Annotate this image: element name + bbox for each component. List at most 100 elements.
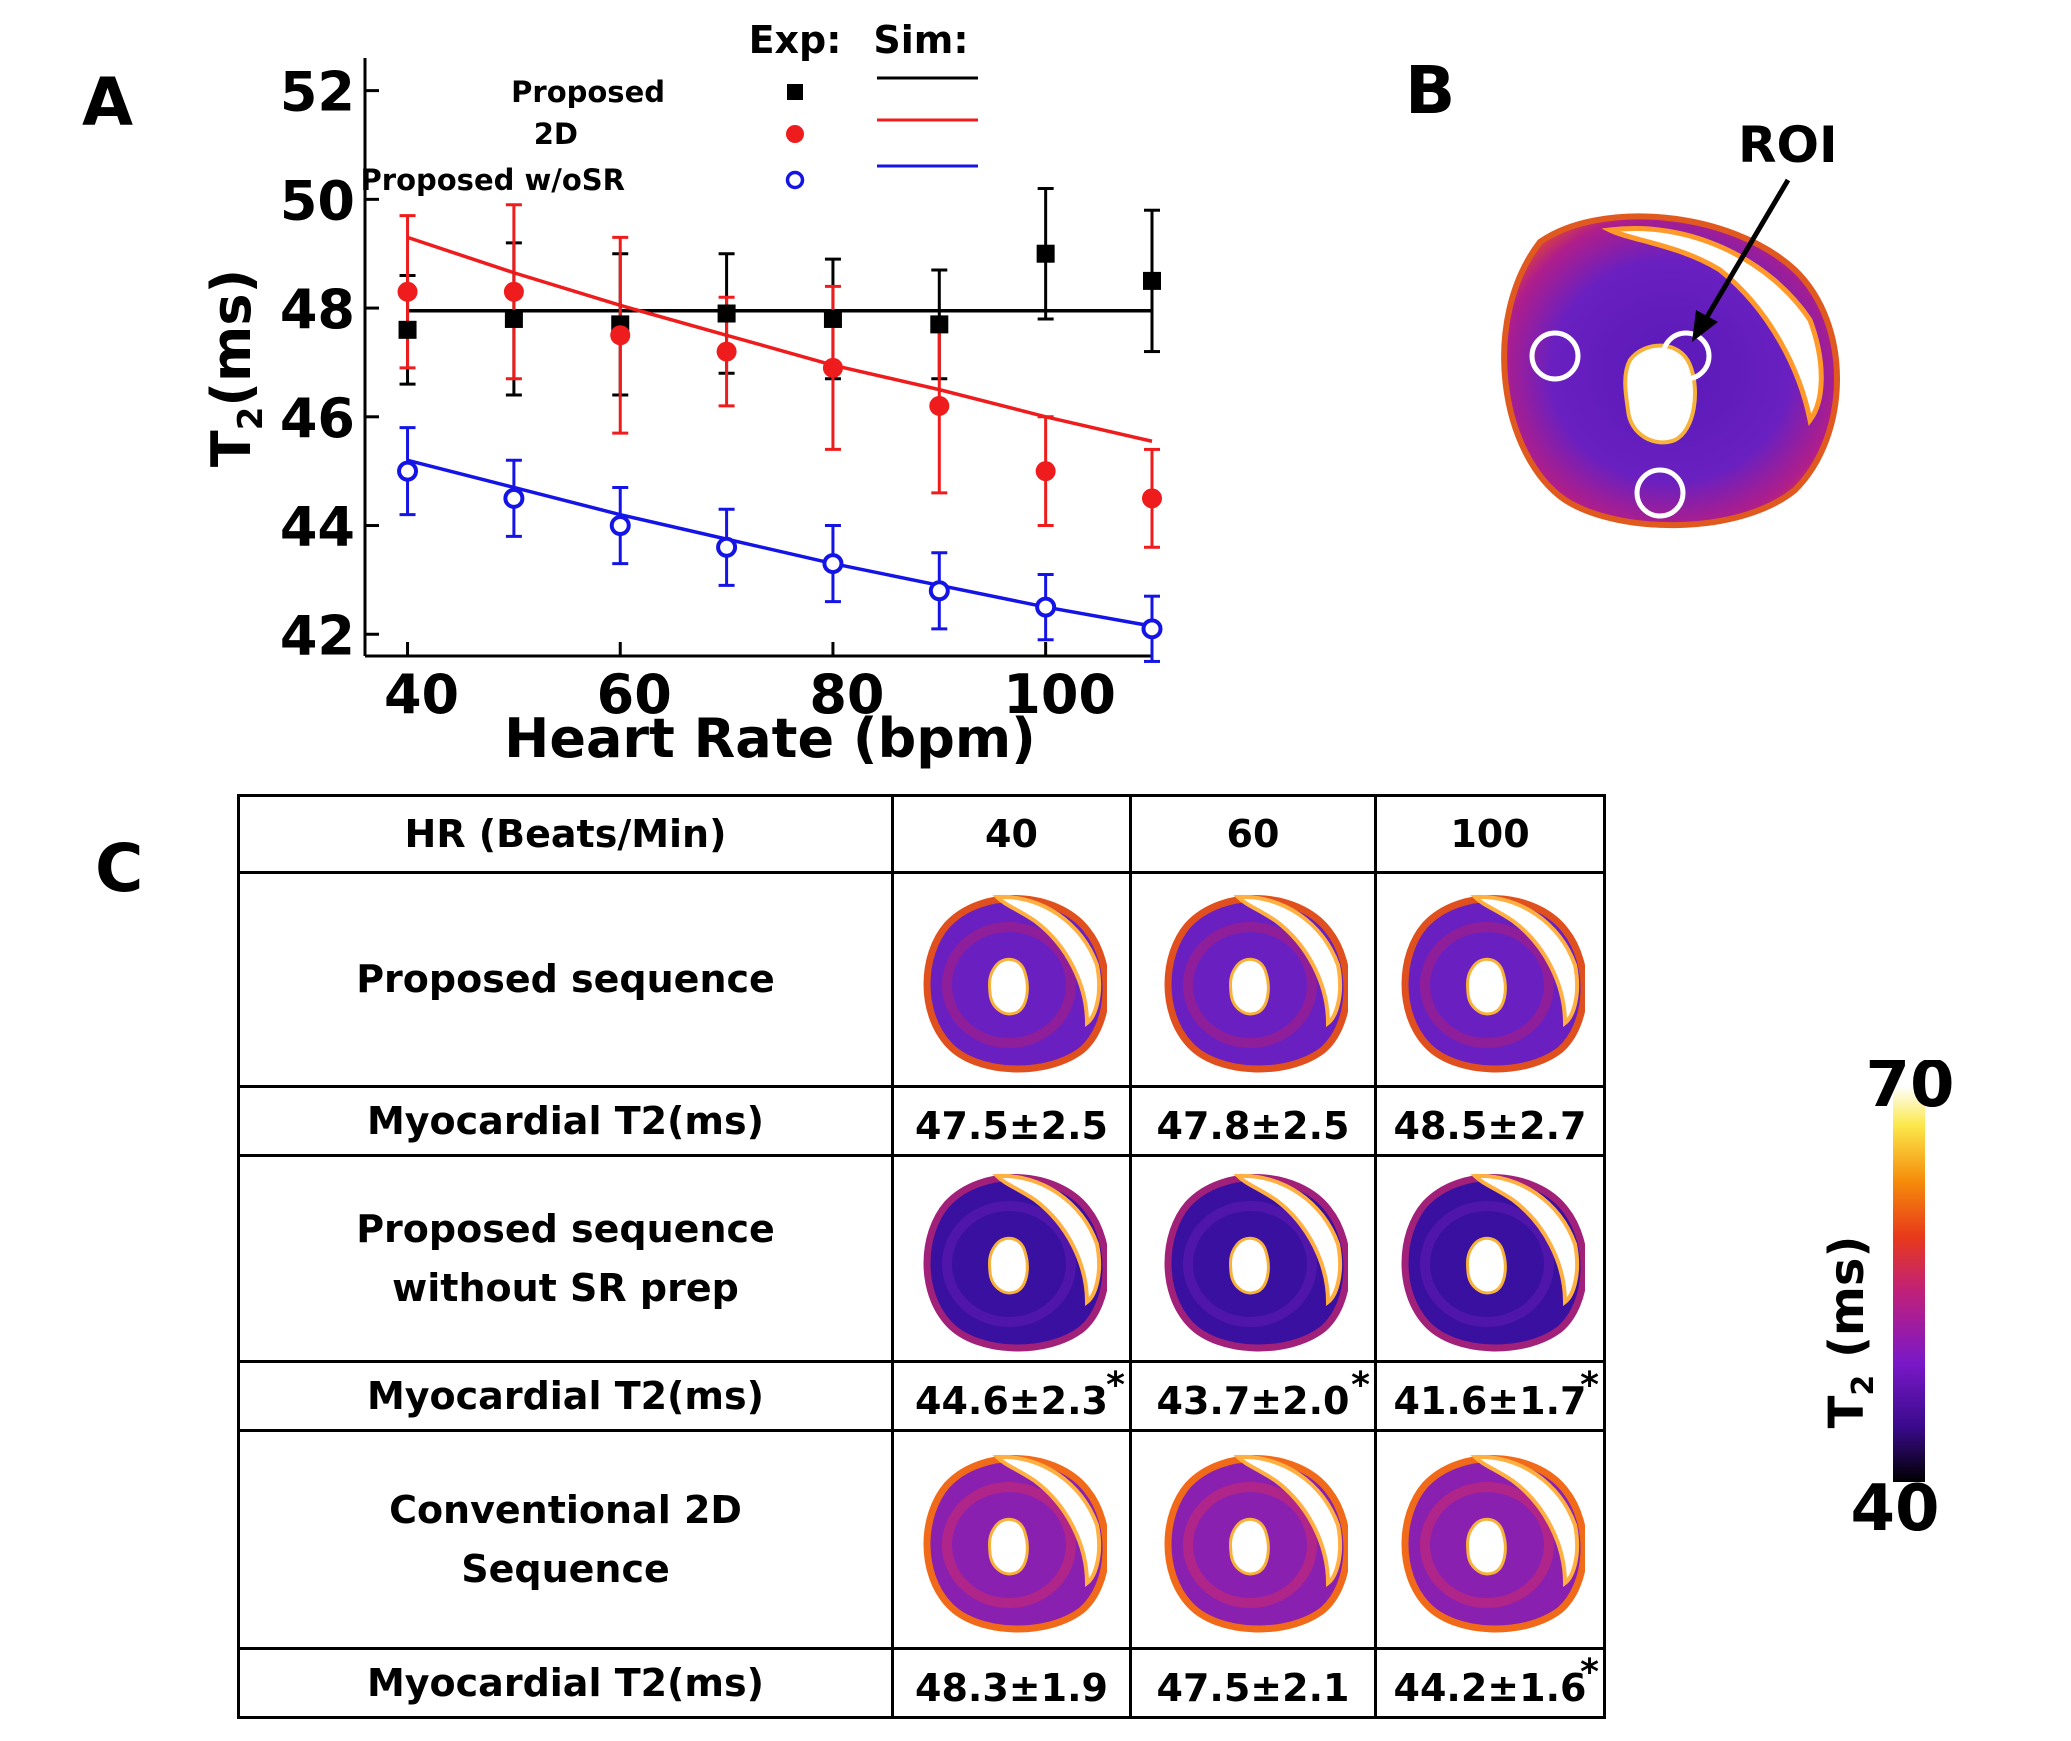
section-values-row: Myocardial T2(ms) 47.5±2.5 47.8±2.5 48.5±2.… <box>237 1085 1606 1157</box>
header-hr-40: 40 <box>891 794 1132 874</box>
t2-map-conv2d <box>1401 1454 1585 1632</box>
point-2d <box>503 281 524 302</box>
t2-map-conv2d <box>1164 1454 1348 1632</box>
t2-map-cell <box>1374 1154 1606 1363</box>
myocardial-t2-value: 47.5±2.5 <box>891 1085 1132 1157</box>
point-2d <box>1035 461 1056 482</box>
myocardial-t2-label: Myocardial T2(ms) <box>237 1647 894 1719</box>
panel-label-b: B <box>1405 52 1456 129</box>
right-ventricle-wall <box>1601 226 1824 426</box>
t2-value-text: 48.3±1.9 <box>915 1666 1108 1710</box>
myocardial-t2-value: 48.3±1.9 <box>891 1647 1132 1719</box>
t2-map-proposed <box>1164 894 1348 1072</box>
t2-map-cell <box>1374 871 1606 1088</box>
x-tick-label: 40 <box>384 663 459 726</box>
x-tick-label: 60 <box>597 663 672 726</box>
legend-label: Proposed w/oSR <box>361 163 625 197</box>
header-hr-60: 60 <box>1129 794 1377 874</box>
roi-circle-inferior <box>1634 467 1686 519</box>
point-proposed-w-osr <box>397 460 419 482</box>
section-name: Proposed sequence <box>237 871 894 1088</box>
panel-label-a: A <box>82 64 134 141</box>
myocardial-t2-value: 41.6±1.7 * <box>1374 1360 1606 1432</box>
colorbar-min-label: 40 <box>1850 1472 1939 1540</box>
t2-map-cell <box>891 1154 1132 1363</box>
y-tick-label: 48 <box>280 278 355 341</box>
t2-map-proposed <box>1401 894 1585 1072</box>
section-name-line: without SR prep <box>392 1265 739 1310</box>
table-header-row: HR (Beats/Min) 40 60 100 <box>237 794 1606 874</box>
t2-value-text: 47.5±2.1 <box>1156 1666 1350 1710</box>
t2-map-cell <box>1129 1154 1377 1363</box>
legend-label: 2D <box>534 117 578 151</box>
significance-star: * <box>1580 1365 1599 1406</box>
t2-value-text: 47.5±2.5 <box>915 1104 1108 1148</box>
x-axis-label: Heart Rate (bpm) <box>504 707 1036 770</box>
significance-star: * <box>1351 1365 1370 1406</box>
point-proposed-w-osr <box>609 515 631 537</box>
point-2d <box>610 325 631 346</box>
t2-map-cell <box>891 1429 1132 1650</box>
legend-marker <box>787 84 803 100</box>
section-name-line: Conventional 2D <box>389 1487 742 1532</box>
section-image-row: Proposed sequence <box>237 871 1606 1088</box>
t2-map-cell <box>1129 1429 1377 1650</box>
t2-value-text: 44.2±1.6 <box>1393 1666 1587 1710</box>
roi-circle-septal <box>1529 330 1581 382</box>
t2-colorbar: 70 40 T2 (ms) <box>1819 1060 1955 1540</box>
roi-label: ROI <box>1738 116 1838 174</box>
section-name-line: Sequence <box>461 1546 670 1591</box>
t2-map-cell <box>1129 871 1377 1088</box>
point-proposed-w-osr <box>1035 596 1057 618</box>
section-name-line: Proposed sequence <box>356 957 775 1002</box>
myocardial-t2-value: 44.6±2.3 * <box>891 1360 1132 1432</box>
t2-map-conv2d <box>923 1454 1107 1632</box>
myocardial-t2-label: Myocardial T2(ms) <box>237 1085 894 1157</box>
chart-legend: Exp: Sim: Proposed 2D Proposed w/oSR <box>361 18 978 197</box>
t2-map-proposed <box>923 894 1107 1072</box>
point-proposed <box>398 320 417 339</box>
point-2d <box>1142 488 1162 509</box>
y-tick-label: 42 <box>280 604 355 667</box>
y-tick-label: 46 <box>280 387 355 450</box>
point-proposed-w-osr <box>928 580 950 602</box>
section-image-row: Conventional 2D Sequence <box>237 1429 1606 1650</box>
colorbar-gradient <box>1893 1086 1925 1482</box>
colorbar-max-label: 70 <box>1865 1060 1954 1122</box>
panel-label-c: C <box>95 830 144 907</box>
t2-value-text: 48.5±2.7 <box>1393 1104 1587 1148</box>
point-proposed-w-osr <box>503 487 525 509</box>
roi-circle-lateral <box>1660 330 1712 382</box>
blood-pool <box>1623 343 1697 445</box>
myocardial-t2-value: 48.5±2.7 <box>1374 1085 1606 1157</box>
colorbar-axis-label: T2 (ms) <box>1819 1236 1881 1429</box>
t2-map-cell <box>1374 1429 1606 1650</box>
sim-line-2d <box>406 235 1153 443</box>
point-proposed <box>717 304 736 323</box>
legend-marker <box>786 125 804 143</box>
myocardial-t2-value: 44.2±1.6 * <box>1374 1647 1606 1719</box>
t2-value-text: 47.8±2.5 <box>1156 1104 1350 1148</box>
y-tick-label: 50 <box>280 169 355 232</box>
significance-star: * <box>1580 1652 1599 1693</box>
point-proposed-w-osr <box>1141 618 1163 640</box>
t2-value-text: 43.7±2.0 <box>1156 1379 1350 1423</box>
point-proposed <box>823 309 842 328</box>
header-hr-100: 100 <box>1374 794 1606 874</box>
t2-map-cell <box>891 871 1132 1088</box>
point-proposed-w-osr <box>716 536 738 558</box>
section-name-line: Proposed sequence <box>356 1206 775 1251</box>
tick-labels: 42 44 46 48 50 52 40 60 80 100 <box>280 61 1116 726</box>
section-image-row: Proposed sequence without SR prep <box>237 1154 1606 1363</box>
point-proposed <box>1143 271 1161 290</box>
roi-heart-map <box>1501 213 1840 529</box>
t2-value-text: 44.6±2.3 <box>915 1379 1108 1423</box>
significance-star: * <box>1106 1365 1125 1406</box>
x-tick-label: 100 <box>1003 663 1116 726</box>
data-markers <box>397 244 1163 640</box>
chart-axes <box>363 58 1152 658</box>
point-2d <box>397 281 418 302</box>
t2-map-wosr <box>1164 1173 1348 1351</box>
point-proposed <box>504 309 523 328</box>
header-hr-label: HR (Beats/Min) <box>237 794 894 874</box>
